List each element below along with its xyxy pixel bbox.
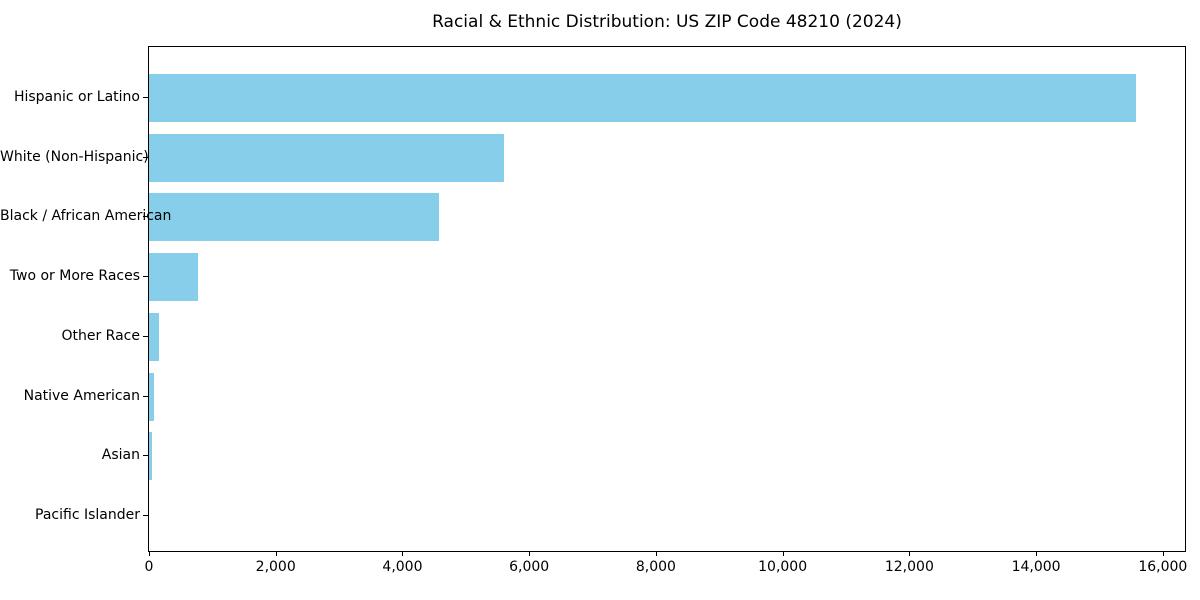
y-tick bbox=[143, 455, 148, 457]
x-tick bbox=[529, 552, 531, 556]
y-axis-label-other-race: Other Race bbox=[61, 327, 140, 344]
chart-title: Racial & Ethnic Distribution: US ZIP Cod… bbox=[432, 12, 902, 32]
bar-black-african-american bbox=[149, 193, 439, 242]
bar-hispanic-or-latino bbox=[149, 74, 1137, 122]
x-tick-label: 16,000 bbox=[1138, 559, 1188, 575]
x-tick-label: 0 bbox=[144, 559, 154, 575]
x-tick bbox=[402, 552, 404, 556]
x-tick bbox=[275, 552, 277, 556]
x-tick bbox=[1162, 552, 1164, 556]
y-axis-label-black-african-american: Black / African American bbox=[0, 208, 172, 225]
y-axis-label-asian: Asian bbox=[101, 447, 140, 464]
x-tick bbox=[149, 552, 150, 556]
x-tick bbox=[782, 552, 784, 556]
y-tick bbox=[143, 216, 148, 218]
y-tick bbox=[143, 395, 148, 397]
y-tick bbox=[143, 97, 148, 98]
bar-other-race bbox=[149, 312, 160, 361]
bar-two-or-more-races bbox=[149, 253, 198, 302]
y-axis-label-native-american: Native American bbox=[23, 387, 140, 404]
y-axis-label-hispanic-or-latino: Hispanic or Latino bbox=[13, 89, 140, 105]
y-tick bbox=[143, 514, 148, 516]
x-tick bbox=[1036, 552, 1038, 556]
y-axis-label-two-or-more-races: Two or More Races bbox=[9, 268, 140, 285]
x-tick bbox=[909, 552, 911, 556]
x-tick-label: 10,000 bbox=[758, 559, 808, 575]
x-tick-label: 12,000 bbox=[884, 559, 934, 575]
y-tick bbox=[143, 156, 148, 158]
x-tick bbox=[655, 552, 657, 556]
x-tick-label: 14,000 bbox=[1011, 559, 1061, 575]
x-tick-label: 6,000 bbox=[509, 559, 550, 575]
plot-area bbox=[148, 46, 1186, 552]
y-axis-label-white-non-hispanic: White (Non-Hispanic) bbox=[0, 148, 149, 165]
bar-white-non-hispanic bbox=[149, 133, 504, 182]
y-tick bbox=[143, 335, 148, 337]
bar-asian bbox=[149, 432, 152, 481]
x-tick-label: 2,000 bbox=[255, 559, 296, 575]
bar-native-american bbox=[149, 372, 154, 421]
y-axis-label-pacific-islander: Pacific Islander bbox=[35, 506, 140, 523]
x-tick-label: 8,000 bbox=[635, 559, 676, 575]
x-tick-label: 4,000 bbox=[382, 559, 423, 575]
y-tick bbox=[143, 276, 148, 278]
